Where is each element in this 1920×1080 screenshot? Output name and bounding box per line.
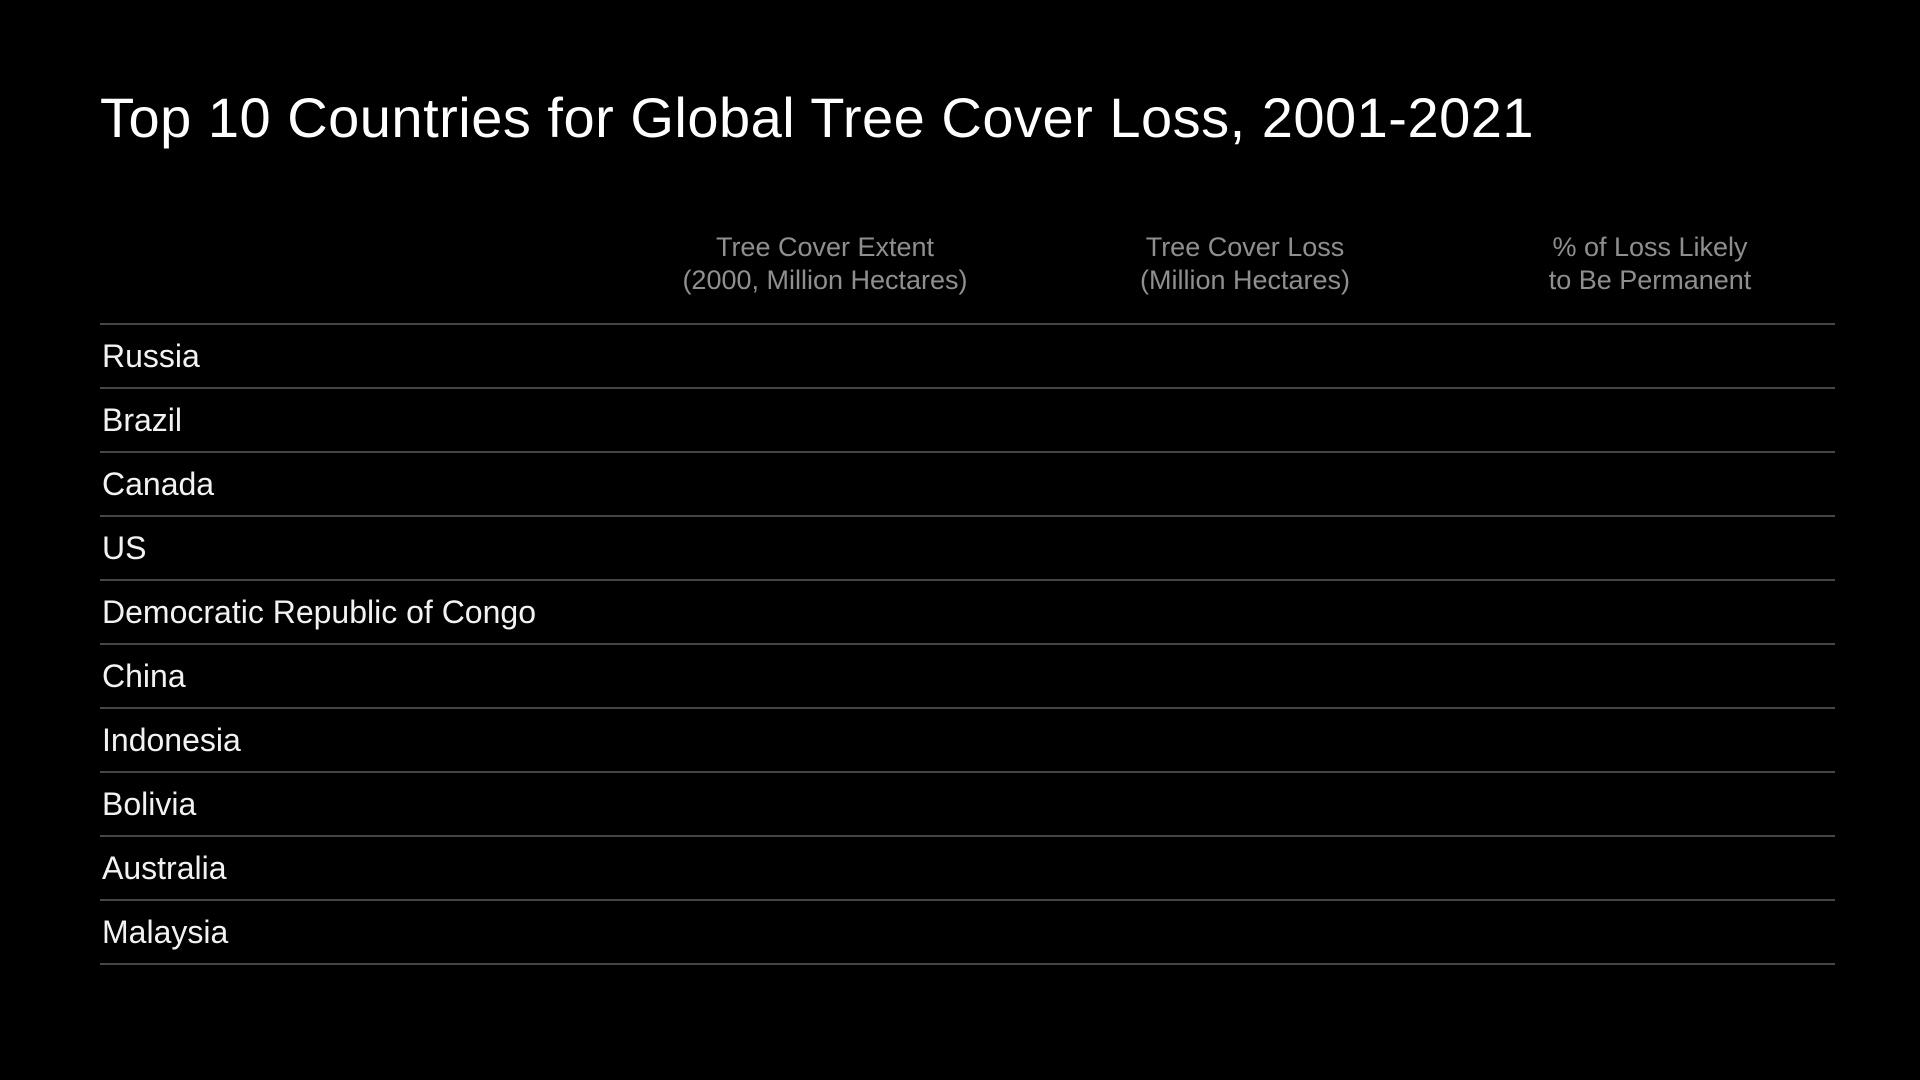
column-header-loss: Tree Cover Loss (Million Hectares) — [1025, 231, 1465, 325]
extent-cell — [625, 900, 1025, 965]
country-cell: Brazil — [100, 388, 625, 453]
extent-cell — [625, 324, 1025, 389]
table-header-row: Tree Cover Extent (2000, Million Hectare… — [100, 231, 1835, 325]
permanent-cell — [1465, 644, 1835, 709]
permanent-cell — [1465, 452, 1835, 517]
extent-cell — [625, 644, 1025, 709]
loss-cell — [1025, 708, 1465, 773]
column-header-line: Tree Cover Loss — [1145, 232, 1345, 262]
table-row-malaysia: Malaysia — [100, 900, 1835, 965]
header-spacer-cell — [100, 231, 625, 325]
loss-cell — [1025, 324, 1465, 389]
table-row-russia: Russia — [100, 324, 1835, 389]
loss-cell — [1025, 644, 1465, 709]
column-header-line: % of Loss Likely — [1552, 232, 1748, 262]
loss-cell — [1025, 452, 1465, 517]
permanent-cell — [1465, 900, 1835, 965]
page-title: Top 10 Countries for Global Tree Cover L… — [100, 86, 1535, 149]
loss-cell — [1025, 900, 1465, 965]
country-cell: China — [100, 644, 625, 709]
country-cell: Malaysia — [100, 900, 625, 965]
country-cell: Russia — [100, 324, 625, 389]
table-row-drc: Democratic Republic of Congo — [100, 580, 1835, 645]
table-row-canada: Canada — [100, 452, 1835, 517]
loss-cell — [1025, 388, 1465, 453]
table-row-bolivia: Bolivia — [100, 772, 1835, 837]
table-row-us: US — [100, 516, 1835, 581]
permanent-cell — [1465, 772, 1835, 837]
table-row-indonesia: Indonesia — [100, 708, 1835, 773]
loss-cell — [1025, 580, 1465, 645]
extent-cell — [625, 452, 1025, 517]
permanent-cell — [1465, 836, 1835, 901]
table-row-china: China — [100, 644, 1835, 709]
extent-cell — [625, 772, 1025, 837]
permanent-cell — [1465, 708, 1835, 773]
table-row-australia: Australia — [100, 836, 1835, 901]
country-cell: Indonesia — [100, 708, 625, 773]
extent-cell — [625, 388, 1025, 453]
column-header-line: to Be Permanent — [1548, 265, 1752, 295]
extent-cell — [625, 516, 1025, 581]
column-header-line: (Million Hectares) — [1139, 265, 1351, 295]
table-row-brazil: Brazil — [100, 388, 1835, 453]
column-header-line: Tree Cover Extent — [715, 232, 935, 262]
permanent-cell — [1465, 516, 1835, 581]
column-header-extent: Tree Cover Extent (2000, Million Hectare… — [625, 231, 1025, 325]
country-cell: Canada — [100, 452, 625, 517]
tree-cover-loss-table: Tree Cover Extent (2000, Million Hectare… — [100, 231, 1835, 965]
permanent-cell — [1465, 324, 1835, 389]
extent-cell — [625, 580, 1025, 645]
column-header-line: (2000, Million Hectares) — [682, 265, 968, 295]
country-cell: Bolivia — [100, 772, 625, 837]
permanent-cell — [1465, 580, 1835, 645]
column-header-permanent: % of Loss Likely to Be Permanent — [1465, 231, 1835, 325]
loss-cell — [1025, 516, 1465, 581]
country-cell: Democratic Republic of Congo — [100, 580, 625, 645]
permanent-cell — [1465, 388, 1835, 453]
extent-cell — [625, 708, 1025, 773]
country-cell: Australia — [100, 836, 625, 901]
country-cell: US — [100, 516, 625, 581]
loss-cell — [1025, 836, 1465, 901]
extent-cell — [625, 836, 1025, 901]
loss-cell — [1025, 772, 1465, 837]
